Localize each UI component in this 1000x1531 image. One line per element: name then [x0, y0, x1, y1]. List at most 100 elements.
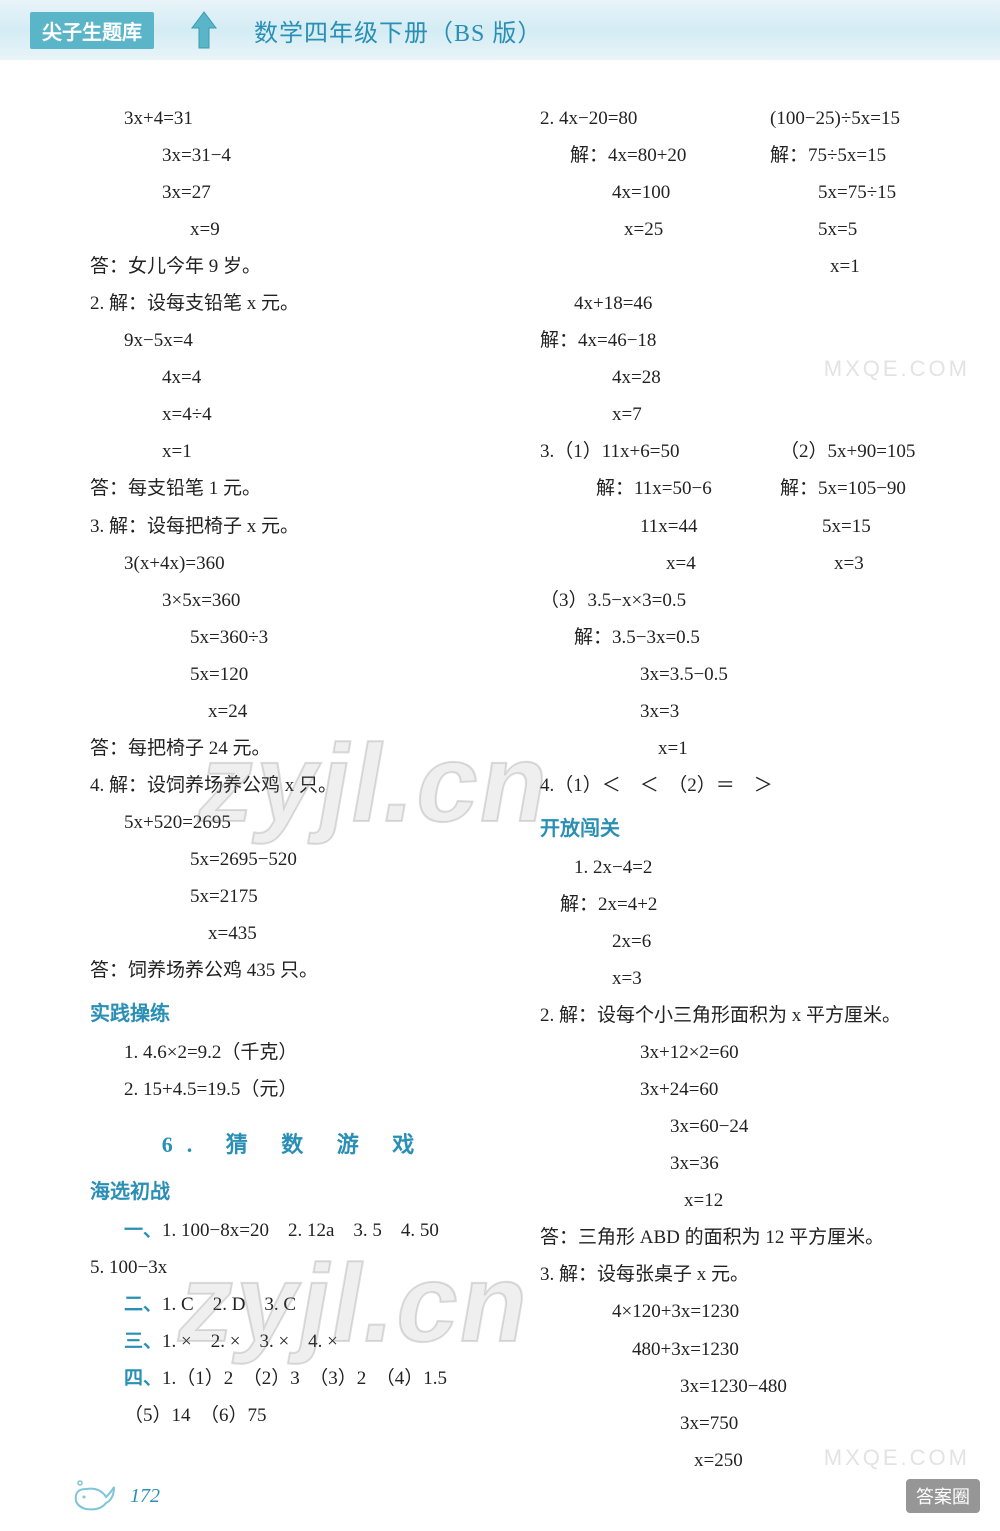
chinese-numeral: 三、	[124, 1331, 162, 1352]
chinese-numeral: 四、	[124, 1368, 162, 1389]
eq: x=25	[540, 211, 770, 248]
problem-head: 2. 解：设每支铅笔 x 元。	[90, 285, 500, 322]
answer-text: 1. C 2. D 3. C	[162, 1294, 296, 1315]
answer-row: 4.（1）＜ ＜ （2）＝ ＞	[540, 767, 950, 804]
eq: x=24	[90, 693, 500, 730]
eq-row: 3.（1）11x+6=50（2）5x+90=105	[540, 433, 950, 470]
answer: 答：三角形 ABD 的面积为 12 平方厘米。	[540, 1219, 950, 1256]
page-content: 3x+4=31 3x=31−4 3x=27 x=9 答：女儿今年 9 岁。 2.…	[0, 60, 1000, 1479]
eq: 4x=28	[540, 359, 950, 396]
eq: 5x=120	[90, 656, 500, 693]
eq: 3x=3	[540, 693, 950, 730]
open-heading: 开放闯关	[540, 810, 950, 849]
eq: 1. 2x−4=2	[540, 849, 950, 886]
eq-row: x=1	[540, 248, 950, 285]
eq: 5x=15	[780, 508, 871, 545]
eq: 2. 4x−20=80	[540, 100, 770, 137]
eq: x=1	[90, 433, 500, 470]
eq: x=4÷4	[90, 396, 500, 433]
answer-row: 5. 100−3x	[90, 1249, 500, 1286]
eq: x=9	[90, 211, 500, 248]
eq: 3x=31−4	[90, 137, 500, 174]
answer-text: 1. 100−8x=20 2. 12a 3. 5 4. 50	[162, 1220, 439, 1241]
eq-row: 11x=445x=15	[540, 508, 950, 545]
eq: 解：5x=105−90	[780, 470, 906, 507]
problem-head: 3. 解：设每张桌子 x 元。	[540, 1256, 950, 1293]
eq: x=250	[540, 1442, 950, 1479]
eq: x=435	[90, 915, 500, 952]
answer-text: 1.（1）2 （2）3 （3）2 （4）1.5	[162, 1368, 447, 1389]
practice-item: 1. 4.6×2=9.2（千克）	[90, 1034, 500, 1071]
answer: 答：每支铅笔 1 元。	[90, 470, 500, 507]
eq: 3(x+4x)=360	[90, 545, 500, 582]
eq: x=12	[540, 1182, 950, 1219]
practice-item: 2. 15+4.5=19.5（元）	[90, 1071, 500, 1108]
arrow-icon	[184, 10, 224, 50]
page-footer: 172	[70, 1477, 160, 1515]
eq: 4x=4	[90, 359, 500, 396]
eq: 解：4x=46−18	[540, 322, 950, 359]
eq: 4x+18=46	[540, 285, 950, 322]
eq: 4×120+3x=1230	[540, 1293, 950, 1330]
eq: 5x=2175	[90, 878, 500, 915]
eq: 5x=2695−520	[90, 841, 500, 878]
eq-row: x=4x=3	[540, 545, 950, 582]
answer: 答：饲养场养公鸡 435 只。	[90, 952, 500, 989]
eq: 解：4x=80+20	[540, 137, 770, 174]
whale-icon	[70, 1477, 116, 1515]
eq: 解：75÷5x=15	[770, 137, 886, 174]
problem-head: 3. 解：设每把椅子 x 元。	[90, 508, 500, 545]
eq: x=3	[540, 960, 950, 997]
eq: 4x=100	[540, 174, 770, 211]
eq-row: 2. 4x−20=80(100−25)÷5x=15	[540, 100, 950, 137]
eq: 3x=3.5−0.5	[540, 656, 950, 693]
eq: x=7	[540, 396, 950, 433]
eq: 11x=44	[540, 508, 780, 545]
eq: x=1	[770, 248, 860, 285]
eq: 3x=60−24	[540, 1108, 950, 1145]
eq-row: x=255x=5	[540, 211, 950, 248]
eq: x=4	[540, 545, 780, 582]
corner-badge: 答案圈	[906, 1479, 980, 1513]
eq: （2）5x+90=105	[780, 433, 915, 470]
answer-text: 1. × 2. × 3. × 4. ×	[162, 1331, 338, 1352]
eq: 5x=75÷15	[770, 174, 896, 211]
answer-row: 二、1. C 2. D 3. C	[90, 1286, 500, 1323]
problem-head: 2. 解：设每个小三角形面积为 x 平方厘米。	[540, 997, 950, 1034]
answer-row: 一、1. 100−8x=20 2. 12a 3. 5 4. 50	[90, 1212, 500, 1249]
chinese-numeral: 二、	[124, 1294, 162, 1315]
eq: 5x+520=2695	[90, 804, 500, 841]
left-column: 3x+4=31 3x=31−4 3x=27 x=9 答：女儿今年 9 岁。 2.…	[90, 100, 500, 1479]
eq: 解：3.5−3x=0.5	[540, 619, 950, 656]
eq-row: 解：4x=80+20解：75÷5x=15	[540, 137, 950, 174]
page-number: 172	[130, 1485, 160, 1508]
eq: 3x=1230−480	[540, 1368, 950, 1405]
right-column: 2. 4x−20=80(100−25)÷5x=15 解：4x=80+20解：75…	[540, 100, 950, 1479]
answer-row: （5）14 （6）75	[90, 1397, 500, 1434]
problem-head: 4. 解：设饲养场养公鸡 x 只。	[90, 767, 500, 804]
eq: x=3	[780, 545, 864, 582]
chapter-title: 6. 猜 数 游 戏	[90, 1124, 500, 1167]
page-header: 尖子生题库 数学四年级下册（BS 版）	[0, 0, 1000, 60]
chinese-numeral: 一、	[124, 1220, 162, 1241]
practice-heading: 实践操练	[90, 995, 500, 1034]
header-title: 数学四年级下册（BS 版）	[254, 13, 542, 48]
answer-row: 四、1.（1）2 （2）3 （3）2 （4）1.5	[90, 1360, 500, 1397]
eq: 3×5x=360	[90, 582, 500, 619]
eq: 3x+4=31	[90, 100, 500, 137]
eq: 9x−5x=4	[90, 322, 500, 359]
eq: （3）3.5−x×3=0.5	[540, 582, 950, 619]
eq: 解：2x=4+2	[540, 886, 950, 923]
eq: 2x=6	[540, 923, 950, 960]
eq-row: 解：11x=50−6解：5x=105−90	[540, 470, 950, 507]
eq: 3x=27	[90, 174, 500, 211]
eq: 480+3x=1230	[540, 1331, 950, 1368]
header-badge: 尖子生题库	[30, 12, 154, 49]
eq: 解：11x=50−6	[540, 470, 780, 507]
answer: 答：女儿今年 9 岁。	[90, 248, 500, 285]
eq: 3x+24=60	[540, 1071, 950, 1108]
eq: 3x=36	[540, 1145, 950, 1182]
eq: 3x+12×2=60	[540, 1034, 950, 1071]
answer: 答：每把椅子 24 元。	[90, 730, 500, 767]
eq: 3.（1）11x+6=50	[540, 433, 780, 470]
